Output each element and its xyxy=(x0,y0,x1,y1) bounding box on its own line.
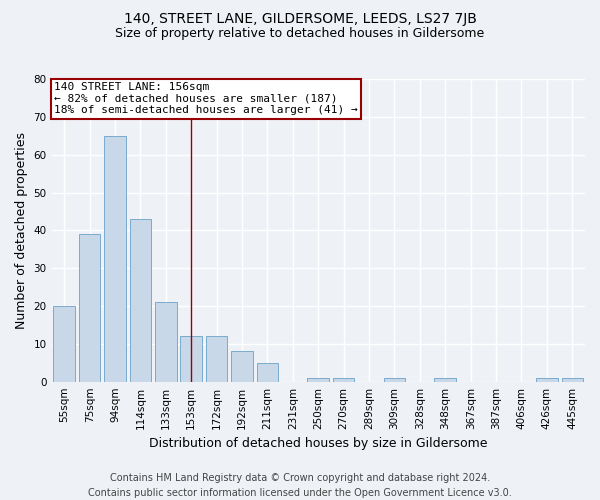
X-axis label: Distribution of detached houses by size in Gildersome: Distribution of detached houses by size … xyxy=(149,437,488,450)
Bar xyxy=(206,336,227,382)
Bar xyxy=(79,234,100,382)
Text: 140, STREET LANE, GILDERSOME, LEEDS, LS27 7JB: 140, STREET LANE, GILDERSOME, LEEDS, LS2… xyxy=(124,12,476,26)
Bar xyxy=(257,363,278,382)
Bar xyxy=(383,378,405,382)
Y-axis label: Number of detached properties: Number of detached properties xyxy=(15,132,28,329)
Bar xyxy=(434,378,456,382)
Bar xyxy=(231,352,253,382)
Bar xyxy=(155,302,176,382)
Text: 140 STREET LANE: 156sqm
← 82% of detached houses are smaller (187)
18% of semi-d: 140 STREET LANE: 156sqm ← 82% of detache… xyxy=(54,82,358,115)
Bar xyxy=(53,306,75,382)
Bar xyxy=(181,336,202,382)
Bar xyxy=(333,378,355,382)
Bar xyxy=(130,219,151,382)
Bar xyxy=(536,378,557,382)
Bar xyxy=(307,378,329,382)
Bar xyxy=(104,136,126,382)
Bar xyxy=(562,378,583,382)
Text: Contains HM Land Registry data © Crown copyright and database right 2024.
Contai: Contains HM Land Registry data © Crown c… xyxy=(88,472,512,498)
Text: Size of property relative to detached houses in Gildersome: Size of property relative to detached ho… xyxy=(115,28,485,40)
